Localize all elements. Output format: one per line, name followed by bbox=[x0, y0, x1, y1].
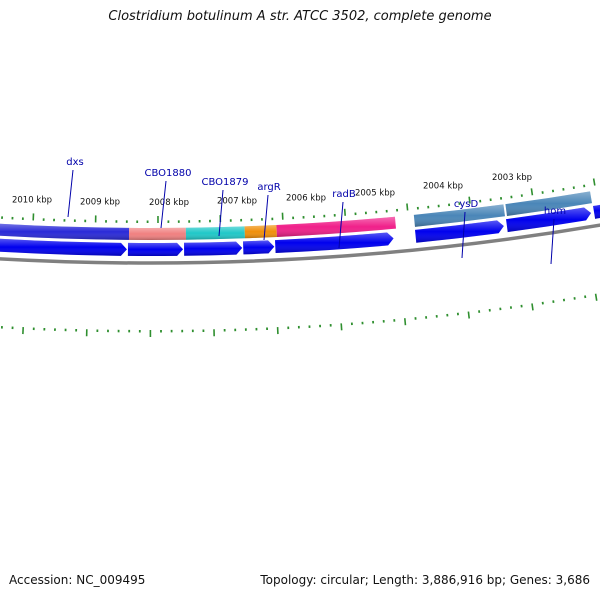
ruler-label: 2003 kbp bbox=[492, 173, 532, 183]
gene-label-CBO1880[interactable]: CBO1880 bbox=[145, 168, 192, 229]
tick-marks-lower bbox=[0, 293, 598, 338]
gene-label-text: CBO1880 bbox=[145, 168, 192, 179]
ruler-label: 2007 kbp bbox=[217, 197, 257, 207]
inner-tick bbox=[467, 311, 471, 319]
cds-arrow[interactable] bbox=[0, 238, 127, 256]
gene-label-hom[interactable]: hom bbox=[544, 206, 566, 265]
ruler-label: 2004 kbp bbox=[423, 182, 463, 192]
gene-label-text: radB bbox=[332, 189, 356, 200]
backbone-ring bbox=[0, 223, 600, 265]
feature-track bbox=[0, 191, 592, 240]
ruler-tick bbox=[592, 178, 596, 186]
gene-label-text: argR bbox=[257, 182, 280, 193]
inner-tick bbox=[404, 318, 407, 326]
ruler-tick bbox=[530, 188, 534, 196]
cds-arrow[interactable] bbox=[184, 241, 243, 256]
inner-tick bbox=[594, 293, 598, 301]
cds-arrow[interactable] bbox=[593, 202, 600, 219]
gene-label-radB[interactable]: radB bbox=[332, 189, 356, 249]
gene-label-text: hom bbox=[544, 206, 566, 217]
gene-leader-line bbox=[160, 180, 167, 229]
gene-leader-line bbox=[461, 211, 466, 259]
feature-CBO1880[interactable] bbox=[129, 227, 186, 240]
accession-text: Accession: NC_009495 bbox=[9, 573, 146, 587]
feature-argR[interactable] bbox=[244, 224, 277, 239]
ruler-label: 2010 kbp bbox=[12, 195, 52, 205]
genome-summary-text: Topology: circular; Length: 3,886,916 bp… bbox=[260, 573, 590, 587]
gene-leader-line bbox=[338, 201, 344, 249]
feature-radB[interactable] bbox=[276, 216, 396, 237]
ruler-label: 2006 kbp bbox=[286, 193, 326, 203]
gene-leader-line bbox=[218, 189, 224, 237]
ruler-label: 2009 kbp bbox=[80, 198, 120, 208]
map-title: Clostridium botulinum A str. ATCC 3502, … bbox=[108, 9, 492, 24]
ruler-label: 2005 kbp bbox=[355, 188, 395, 198]
inner-tick bbox=[531, 303, 534, 311]
gene-leader-line bbox=[550, 218, 555, 265]
gene-label-text: dxs bbox=[66, 157, 83, 168]
cds-arrow[interactable] bbox=[243, 240, 275, 255]
cds-arrow[interactable] bbox=[127, 242, 184, 257]
gene-label-argR[interactable]: argR bbox=[257, 182, 281, 241]
gene-leader-line bbox=[67, 169, 74, 218]
gene-label-text: CBO1879 bbox=[202, 177, 249, 188]
cds-arrow[interactable] bbox=[506, 207, 592, 233]
ruler-label: 2008 kbp bbox=[149, 198, 189, 208]
cds-arrow[interactable] bbox=[415, 220, 504, 243]
feature-cysD[interactable] bbox=[413, 204, 505, 227]
ruler-labels: 2010 kbp 2009 kbp 2008 kbp 2007 kbp 2006 kbp… bbox=[12, 173, 532, 208]
gene-label-CBO1879[interactable]: CBO1879 bbox=[202, 177, 249, 237]
ruler-tick bbox=[343, 208, 346, 216]
gene-leader-line bbox=[263, 194, 269, 241]
ruler-tick bbox=[468, 196, 471, 204]
cds-track bbox=[0, 202, 600, 257]
gene-label-cysD[interactable]: cysD bbox=[454, 199, 479, 259]
ruler-tick bbox=[406, 203, 409, 211]
backbone-line bbox=[0, 223, 600, 265]
gene-labels: dxs CBO1880 CBO1879 argR radB cysD hom bbox=[66, 157, 566, 265]
gene-label-text: cysD bbox=[454, 199, 479, 210]
feature-CBO1879[interactable] bbox=[185, 226, 245, 240]
feature-hom[interactable] bbox=[505, 191, 592, 217]
feature-dxs[interactable] bbox=[0, 223, 130, 240]
cds-arrow[interactable] bbox=[275, 232, 394, 254]
gene-label-dxs[interactable]: dxs bbox=[66, 157, 84, 218]
